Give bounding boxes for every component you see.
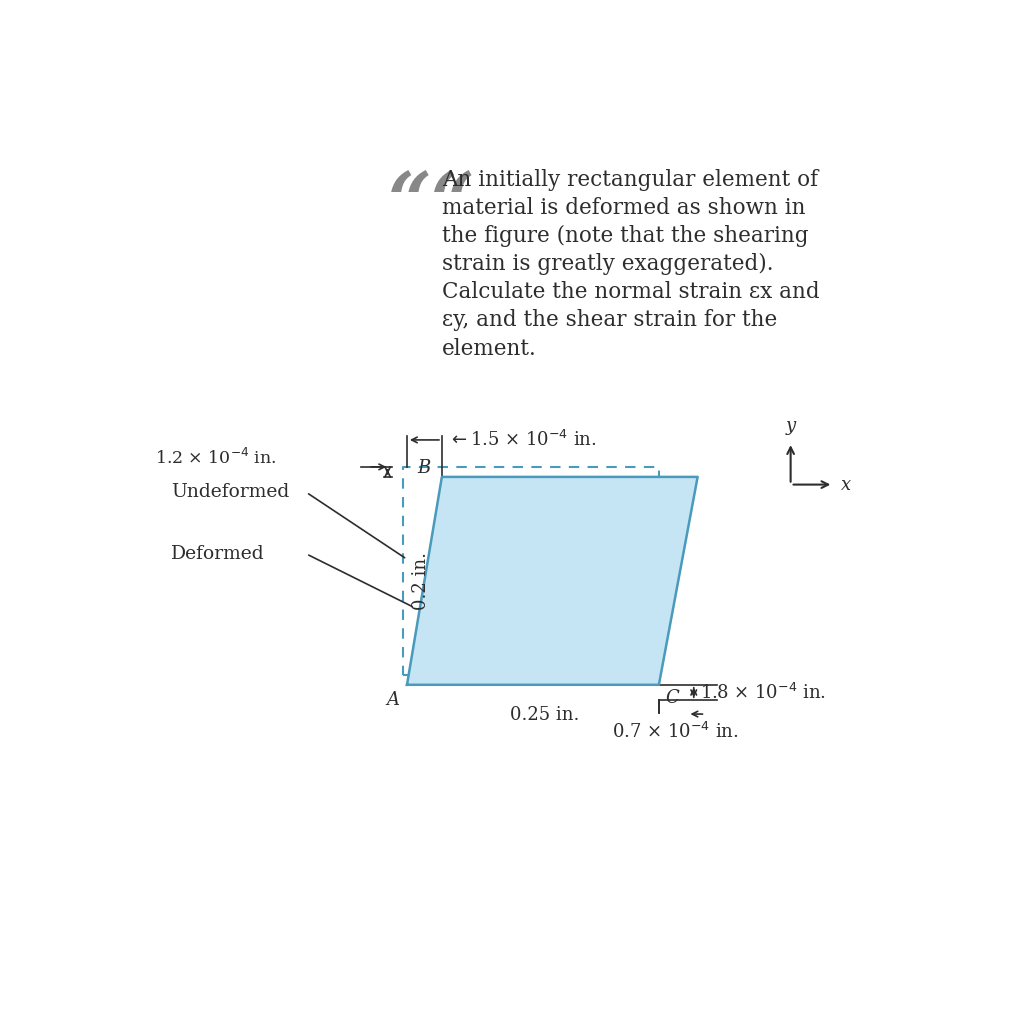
Text: 0.25 in.: 0.25 in. <box>510 706 580 724</box>
Text: 0.2 in.: 0.2 in. <box>412 552 430 610</box>
Text: ““: ““ <box>388 169 475 243</box>
Text: Calculate the normal strain εx and: Calculate the normal strain εx and <box>442 281 819 304</box>
Text: the figure (note that the shearing: the figure (note that the shearing <box>442 226 809 247</box>
Text: An initially rectangular element of: An initially rectangular element of <box>442 169 818 191</box>
Text: strain is greatly exaggerated).: strain is greatly exaggerated). <box>442 253 773 275</box>
Text: Deformed: Deformed <box>171 545 264 563</box>
Text: $\leftarrow$1.5 × 10$^{-4}$ in.: $\leftarrow$1.5 × 10$^{-4}$ in. <box>449 430 597 450</box>
Text: 0.7 × 10$^{-4}$ in.: 0.7 × 10$^{-4}$ in. <box>612 721 739 742</box>
Polygon shape <box>407 477 697 685</box>
Text: element.: element. <box>442 337 537 360</box>
Text: C: C <box>665 689 679 707</box>
Text: material is deformed as shown in: material is deformed as shown in <box>442 197 805 219</box>
Text: A: A <box>386 691 399 709</box>
Text: x: x <box>841 475 851 494</box>
Text: 1.8 × 10$^{-4}$ in.: 1.8 × 10$^{-4}$ in. <box>700 683 825 702</box>
Text: εy, and the shear strain for the: εy, and the shear strain for the <box>442 310 777 331</box>
Text: y: y <box>785 417 796 435</box>
Text: Undeformed: Undeformed <box>171 484 289 501</box>
Text: B: B <box>417 459 430 477</box>
Text: 1.2 × 10$^{-4}$ in.: 1.2 × 10$^{-4}$ in. <box>155 448 276 467</box>
